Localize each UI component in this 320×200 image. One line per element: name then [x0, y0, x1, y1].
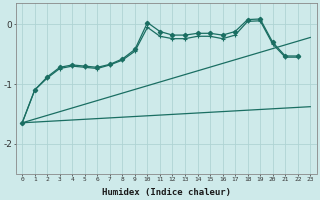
X-axis label: Humidex (Indice chaleur): Humidex (Indice chaleur)	[102, 188, 231, 197]
